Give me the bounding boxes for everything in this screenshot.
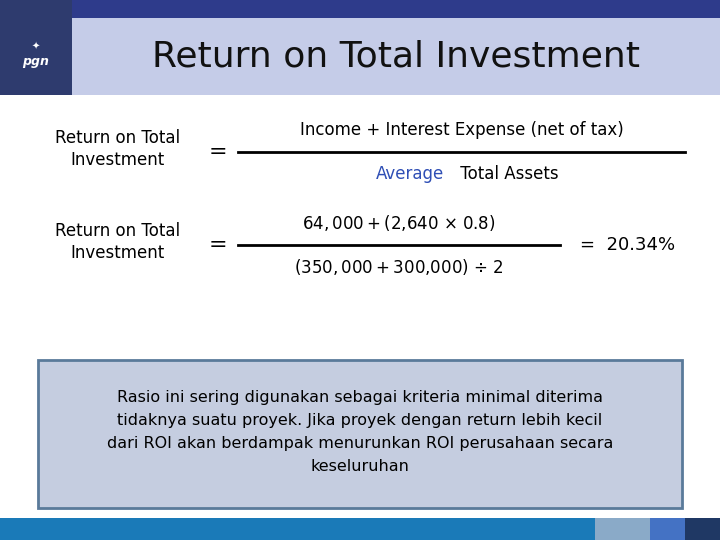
Text: ($350,000 + $300,000) ÷ 2: ($350,000 + $300,000) ÷ 2 xyxy=(294,257,504,277)
Text: Income + Interest Expense (net of tax): Income + Interest Expense (net of tax) xyxy=(300,121,624,139)
Bar xyxy=(0,95,720,518)
Text: =: = xyxy=(209,142,228,162)
Text: Rasio ini sering digunakan sebagai kriteria minimal diterima
tidaknya suatu proy: Rasio ini sering digunakan sebagai krite… xyxy=(107,390,613,474)
Text: pgn: pgn xyxy=(22,55,50,68)
Text: =: = xyxy=(209,235,228,255)
Bar xyxy=(595,518,650,540)
Bar xyxy=(0,0,72,95)
Bar xyxy=(0,0,720,18)
Bar xyxy=(38,360,682,508)
Text: $64,000 + ($2,640 × 0.8): $64,000 + ($2,640 × 0.8) xyxy=(302,213,495,233)
Text: Investment: Investment xyxy=(71,151,165,169)
Text: Average: Average xyxy=(375,165,444,183)
Text: Return on Total: Return on Total xyxy=(55,129,181,147)
Text: Investment: Investment xyxy=(71,244,165,262)
Text: ✦: ✦ xyxy=(32,42,40,51)
Text: Total Assets: Total Assets xyxy=(455,165,558,183)
Text: =  20.34%: = 20.34% xyxy=(580,236,675,254)
Bar xyxy=(685,518,720,540)
Bar xyxy=(0,518,595,540)
Bar xyxy=(0,18,720,95)
Text: Return on Total Investment: Return on Total Investment xyxy=(152,39,640,73)
Text: Return on Total: Return on Total xyxy=(55,222,181,240)
Bar xyxy=(650,518,685,540)
